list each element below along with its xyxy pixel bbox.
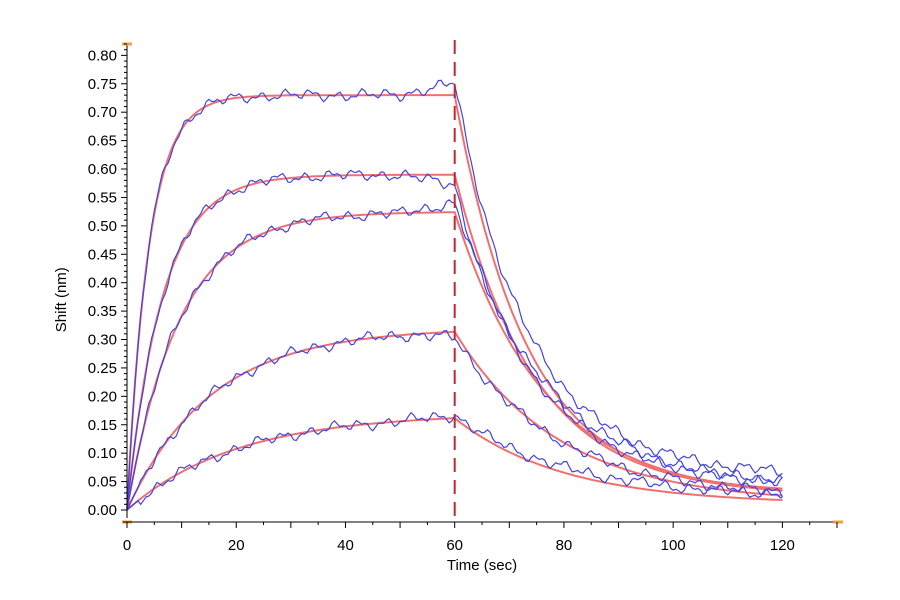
x-tick-label: 20 [228,537,245,554]
y-tick-label: 0.60 [88,161,117,178]
y-tick-label: 0.00 [88,502,117,519]
y-tick-label: 0.75 [88,76,117,93]
x-tick-label: 100 [661,537,686,554]
y-tick-label: 0.45 [88,246,117,263]
y-tick-label: 0.50 [88,218,117,235]
y-tick-label: 0.35 [88,303,117,320]
x-tick-label: 40 [337,537,354,554]
x-axis: 0 20 40 60 80 100 120 [123,520,843,554]
y-axis: 0.00 0.05 0.10 0.15 0.20 0.25 0.30 0.35 0.40 0.45… [88,42,132,524]
y-tick-label: 0.65 [88,133,117,150]
x-tick-label: 0 [123,537,131,554]
y-tick-label: 0.05 [88,474,117,491]
y-tick-label: 0.20 [88,388,117,405]
y-tick-label: 0.15 [88,417,117,434]
y-tick-label: 0.80 [88,47,117,64]
x-tick-label: 60 [446,537,463,554]
y-tick-label: 0.30 [88,332,117,349]
y-tick-label: 0.25 [88,360,117,377]
y-tick-label: 0.55 [88,189,117,206]
y-axis-title: Shift (nm) [53,267,70,332]
x-axis-title: Time (sec) [447,557,517,574]
y-tick-label: 0.70 [88,104,117,121]
x-tick-label: 120 [770,537,795,554]
y-tick-label: 0.10 [88,445,117,462]
y-tick-label: 0.40 [88,275,117,292]
x-tick-label: 80 [556,537,573,554]
